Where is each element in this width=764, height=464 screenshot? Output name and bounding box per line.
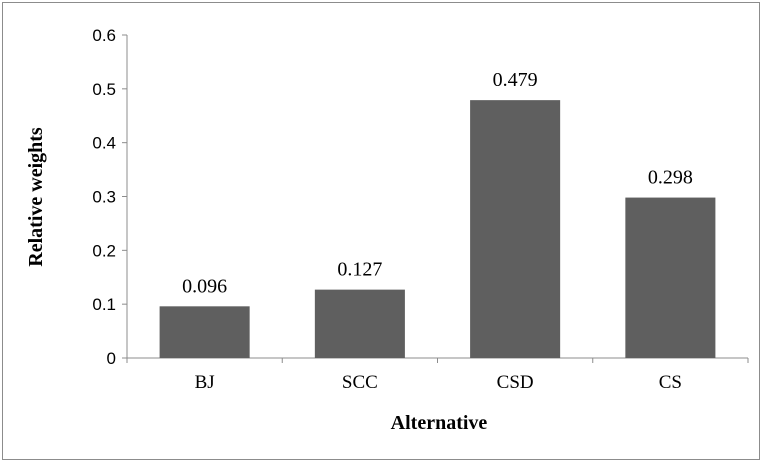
data-label-csd: 0.479: [493, 69, 538, 91]
data-label-cs: 0.298: [648, 167, 693, 189]
y-tick-label: 0.1: [92, 295, 116, 314]
y-tick-label: 0.3: [92, 188, 116, 207]
y-tick-label: 0: [107, 349, 116, 368]
y-tick-label: 0.5: [92, 80, 116, 99]
bars: [159, 100, 716, 358]
bar-csd: [470, 100, 561, 358]
x-tick-label: CS: [659, 372, 682, 393]
bar-cs: [625, 197, 716, 358]
y-axis-title: Relative weights: [25, 127, 47, 267]
y-tick-label: 0.6: [92, 26, 116, 45]
y-tick-label: 0.2: [92, 241, 116, 260]
bar-scc: [314, 289, 405, 358]
x-tick-label: BJ: [195, 372, 215, 393]
labels: 0 0.1 0.2 0.3 0.4 0.5 0.6 0.096 BJ 0.127 SCC 0.479 C…: [92, 26, 693, 393]
data-label-scc: 0.127: [337, 259, 382, 281]
x-tick-label: SCC: [342, 372, 378, 393]
bar-bj: [159, 306, 250, 358]
data-label-bj: 0.096: [182, 275, 227, 297]
x-axis-title: Alternative: [391, 412, 488, 434]
y-tick-label: 0.4: [92, 134, 116, 153]
x-tick-label: CSD: [497, 372, 534, 393]
